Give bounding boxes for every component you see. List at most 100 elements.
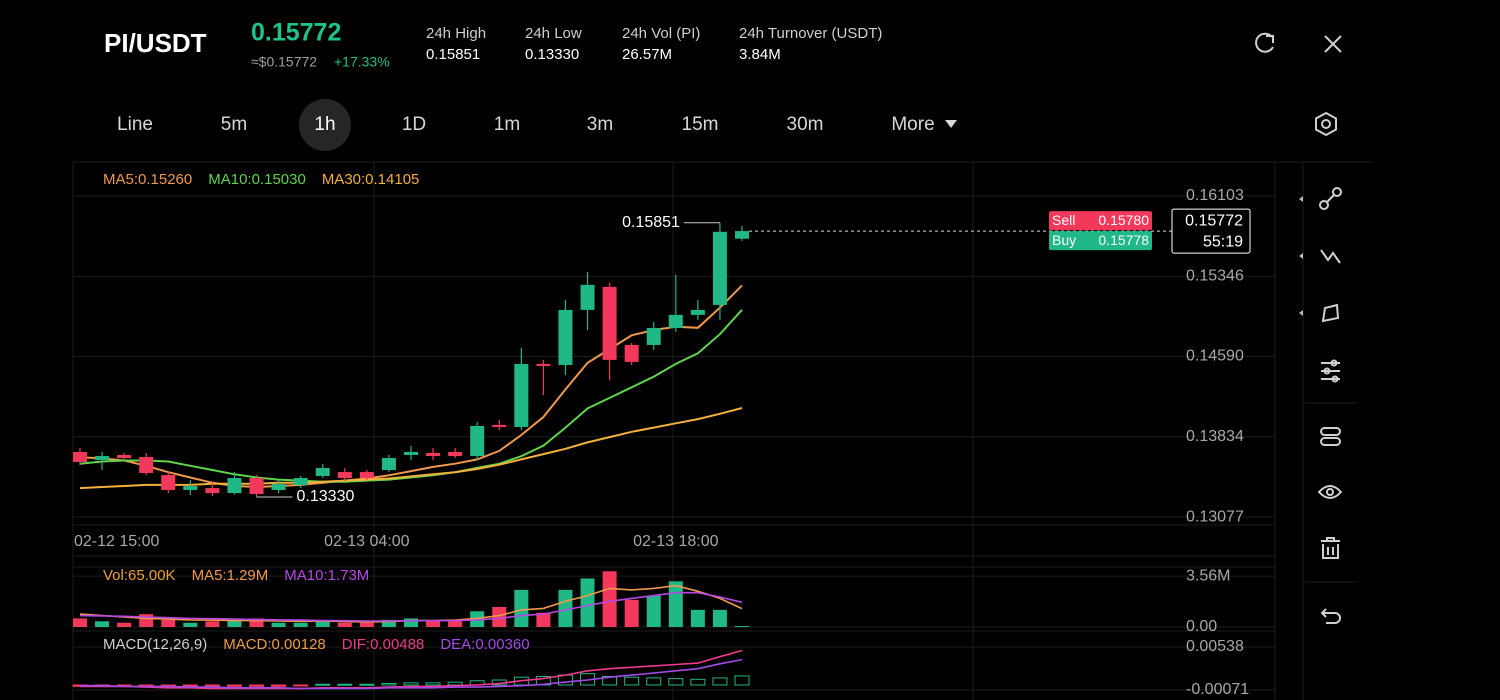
candle-body: [249, 477, 264, 495]
stat-label: 24h Vol (PI): [622, 25, 700, 42]
sell-label: Sell: [1052, 212, 1075, 228]
close-button[interactable]: [1324, 35, 1342, 53]
ma-line: [80, 658, 743, 690]
price-box-countdown: 55:19: [1203, 233, 1243, 250]
stat-value: 0.13330: [525, 46, 579, 63]
volume-bar: [404, 618, 418, 627]
y-tick-label: 0.00: [1186, 618, 1217, 635]
volume-bar: [359, 622, 374, 627]
stat-label: 24h High: [426, 25, 486, 42]
volume-bar: [205, 621, 220, 627]
shape-tool[interactable]: [1321, 303, 1340, 323]
volume-bar: [426, 621, 441, 627]
line-tool[interactable]: [1319, 187, 1342, 210]
buy-price: 0.15778: [1098, 232, 1149, 248]
macd-bar: [226, 684, 242, 687]
candle-body: [602, 286, 617, 360]
stat-label: 24h Low: [525, 25, 582, 42]
drawing-toolbar: [1299, 196, 1303, 316]
price-box-value: 0.15772: [1185, 212, 1243, 229]
sell-box: [1049, 211, 1152, 231]
candle-body: [139, 456, 154, 474]
legend-label: MA10:0.15030: [208, 171, 306, 188]
candle-body: [690, 309, 705, 315]
macd-bar: [712, 677, 728, 686]
tab[interactable]: Line: [117, 114, 153, 135]
volume-bar: [161, 619, 176, 627]
candle-body: [73, 451, 87, 462]
macd-bar: [734, 675, 750, 686]
candle-body: [624, 344, 639, 362]
y-tick-label: 3.56M: [1186, 567, 1230, 584]
candle-body: [470, 426, 485, 457]
low-marker-label: 0.13330: [297, 488, 355, 505]
volume-bar: [536, 612, 551, 627]
macd-bar: [646, 677, 662, 686]
tab[interactable]: More: [891, 114, 934, 135]
candle-body: [426, 452, 441, 457]
candle-body: [359, 472, 374, 478]
candle-body: [558, 309, 573, 365]
candle-body: [315, 468, 330, 476]
volume-bar: [712, 609, 727, 627]
y-tick-label: 0.15346: [1186, 267, 1244, 284]
volume-bar: [602, 571, 617, 627]
y-tick-label: 0.13834: [1186, 428, 1244, 445]
volume-bar: [293, 622, 308, 627]
tab[interactable]: 30m: [787, 114, 824, 135]
y-tick-label: 0.14590: [1186, 348, 1244, 365]
candle-body: [646, 327, 661, 345]
candle-body: [337, 472, 352, 478]
y-tick-label: 0.16103: [1186, 187, 1244, 204]
stat-label: 24h Turnover (USDT): [739, 25, 882, 42]
y-tick-label: 0.13077: [1186, 508, 1244, 525]
volume-bar: [249, 618, 264, 627]
volume-bar: [183, 622, 198, 627]
last-price: 0.15772: [251, 19, 341, 47]
candle-body: [536, 363, 551, 366]
delete-tool[interactable]: [1321, 537, 1340, 559]
macd-bar: [359, 683, 375, 686]
legend-label: DEA:0.00360: [440, 636, 529, 653]
candle-body: [712, 231, 727, 305]
macd-bar: [337, 683, 353, 686]
candle-body: [580, 284, 595, 310]
fib-tool[interactable]: [1320, 249, 1341, 264]
macd-bar: [690, 678, 706, 686]
pair-title: PI/USDT: [104, 28, 207, 58]
visibility-tool[interactable]: [1317, 485, 1343, 499]
volume-bar: [514, 589, 529, 627]
refresh-button[interactable]: [1255, 32, 1274, 53]
ma-line: [79, 591, 743, 622]
tab[interactable]: 1h: [314, 114, 335, 135]
undo-tool[interactable]: [1320, 608, 1341, 624]
macd-bar: [271, 684, 287, 687]
x-tick-label: 02-13 04:00: [324, 533, 410, 550]
stat-value: 0.15851: [426, 46, 480, 63]
volume-bar: [580, 578, 595, 627]
tab[interactable]: 1m: [494, 114, 520, 135]
candle-body: [183, 486, 198, 490]
tab[interactable]: 1D: [402, 114, 426, 135]
macd-bar: [624, 676, 640, 686]
legend-label: Vol:65.00K: [103, 567, 176, 584]
tab[interactable]: 3m: [587, 114, 613, 135]
frame: [72, 161, 1373, 700]
layers-tool[interactable]: [1320, 427, 1341, 446]
volume-bar: [735, 626, 749, 628]
tab[interactable]: 5m: [221, 114, 247, 135]
x-tick-label: 02-12 15:00: [74, 533, 160, 550]
settings-button[interactable]: [1315, 111, 1337, 137]
volume-bar: [73, 618, 87, 627]
macd-bar: [315, 683, 331, 686]
stat-value: 26.57M: [622, 46, 672, 63]
legend-label: MA5:1.29M: [192, 567, 269, 584]
macd-bar: [425, 682, 441, 686]
ma-line: [79, 284, 743, 489]
adjust-tool[interactable]: [1321, 359, 1340, 383]
volume-bar: [558, 589, 573, 627]
plot-layer: 0.16103 0.15346 0.14590 0.13834 0.13077 02-12…: [72, 171, 1275, 698]
legend-label: DIF:0.00488: [342, 636, 425, 653]
active-tab-bg: [299, 99, 351, 151]
tab[interactable]: 15m: [682, 114, 719, 135]
